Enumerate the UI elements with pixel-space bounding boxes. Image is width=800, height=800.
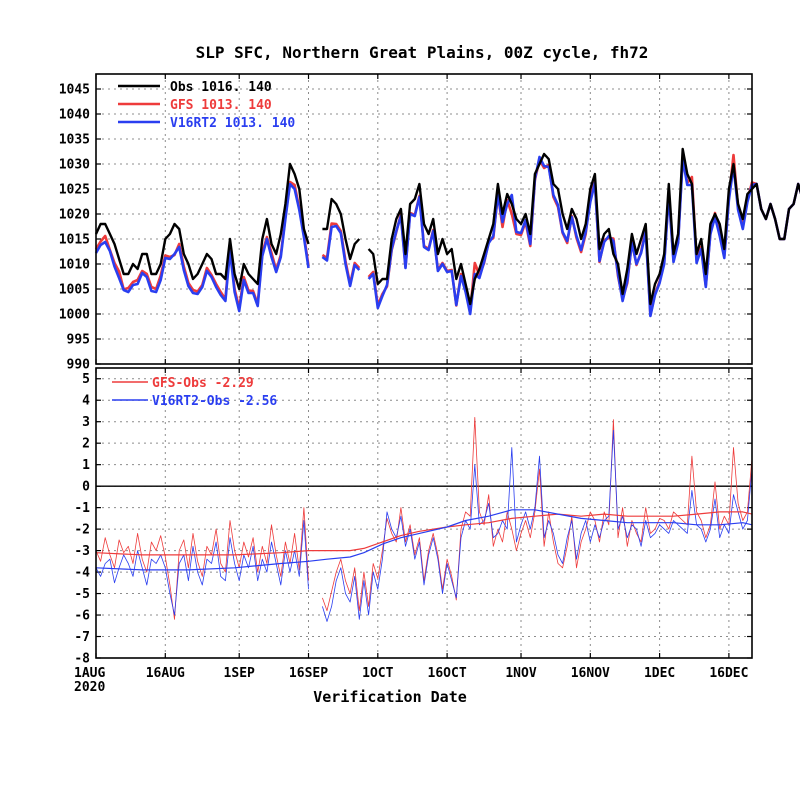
x-tick-label-3: 16SEP — [289, 666, 328, 681]
v16rt2-obs-daily-line-0 — [95, 520, 309, 616]
slp-panel: 990 995 1000 1005 1010 1015 1020 1025 1030 1035 10… — [59, 73, 800, 373]
top-ytick-label-8: 1030 — [59, 158, 90, 173]
bot-ytick-label-8: 0 — [82, 480, 90, 495]
gfs-obs-mean-line-0 — [95, 511, 753, 556]
x-tick-label-4: 1OCT — [362, 666, 393, 681]
bias-y-axis: -8 -7 -6 -5 -4 -3 -2 -1 0 1 2 3 4 5 — [74, 368, 752, 667]
bot-ytick-label-11: 3 — [82, 415, 90, 430]
slp-legend: Obs 1016. 140 GFS 1013. 140 V16RT2 1013. 1… — [118, 80, 295, 131]
top-ytick-label-4: 1010 — [59, 258, 90, 273]
bot-ytick-label-3: -5 — [74, 587, 90, 602]
top-ytick-label-0: 990 — [67, 358, 91, 373]
top-ytick-label-1: 995 — [67, 333, 90, 348]
obs-series-line-2 — [367, 147, 800, 306]
bot-ytick-label-2: -6 — [74, 609, 90, 624]
bot-ytick-label-13: 5 — [82, 372, 90, 387]
x-tick-label-2: 1SEP — [224, 666, 255, 681]
year-label: 2020 — [74, 680, 105, 695]
v16rt2-obs-mean-line-0 — [95, 509, 753, 571]
x-axis-label: Verification Date — [313, 688, 467, 706]
top-ytick-label-11: 1045 — [59, 83, 90, 98]
bias-frame — [95, 367, 753, 659]
legend-entry-v16rt2: V16RT2 1013. 140 — [170, 116, 295, 131]
top-ytick-label-7: 1025 — [59, 183, 90, 198]
legend-entry-gfs-obs: GFS-Obs -2.29 — [152, 376, 254, 391]
x-tick-label-5: 16OCT — [428, 666, 467, 681]
gfs-obs-daily-line-0 — [95, 507, 309, 620]
legend-entry-gfs: GFS 1013. 140 — [170, 98, 272, 113]
x-tick-label-0: 1AUG — [74, 666, 105, 681]
v16rt2-series-line-1 — [321, 224, 361, 288]
bot-ytick-label-12: 4 — [82, 394, 90, 409]
x-axis: 1AUG 16AUG 1SEP 16SEP 1OCT 16OCT 1NOV 16NOV 1DEC… — [74, 666, 748, 681]
bias-panel: -8 -7 -6 -5 -4 -3 -2 -1 0 1 2 3 4 5 GFS-Obs -2.29 V16R… — [74, 367, 753, 667]
bot-ytick-label-4: -4 — [74, 566, 90, 581]
x-tick-label-7: 16NOV — [571, 666, 610, 681]
slp-y-axis: 990 995 1000 1005 1010 1015 1020 1025 1030 1035 10… — [59, 74, 752, 373]
x-tick-label-1: 16AUG — [146, 666, 185, 681]
bot-ytick-label-7: -1 — [74, 501, 90, 516]
bot-ytick-label-5: -3 — [74, 544, 90, 559]
legend-entry-obs: Obs 1016. 140 — [170, 80, 272, 95]
top-ytick-label-10: 1040 — [59, 108, 90, 123]
x-tick-label-6: 1NOV — [505, 666, 536, 681]
bot-ytick-label-6: -2 — [74, 523, 90, 538]
x-tick-label-8: 1DEC — [644, 666, 675, 681]
bias-legend: GFS-Obs -2.29 V16RT2-Obs -2.56 — [112, 376, 277, 409]
x-tick-label-9: 16DEC — [709, 666, 748, 681]
v16rt2-series-line-0 — [94, 182, 310, 313]
top-ytick-label-9: 1035 — [59, 133, 90, 148]
bot-ytick-label-10: 2 — [82, 437, 90, 452]
top-ytick-label-5: 1015 — [59, 233, 90, 248]
obs-series-line-1 — [322, 197, 361, 261]
legend-entry-v16rt2-obs: V16RT2-Obs -2.56 — [152, 394, 277, 409]
chart-title: SLP SFC, Northern Great Plains, 00Z cycl… — [196, 43, 649, 62]
bias-series — [95, 416, 753, 622]
bot-ytick-label-9: 1 — [82, 458, 90, 473]
bias-grid — [96, 368, 752, 658]
slp-grid — [96, 74, 752, 364]
slp-frame — [95, 73, 753, 365]
top-ytick-label-3: 1005 — [59, 283, 90, 298]
slp-series — [94, 147, 800, 318]
bot-ytick-label-1: -7 — [74, 630, 90, 645]
obs-series-line-0 — [94, 162, 310, 291]
top-ytick-label-2: 1000 — [59, 308, 90, 323]
v16rt2-obs-daily-line-1 — [322, 429, 753, 622]
bot-ytick-label-0: -8 — [74, 652, 90, 667]
top-ytick-label-6: 1020 — [59, 208, 90, 223]
